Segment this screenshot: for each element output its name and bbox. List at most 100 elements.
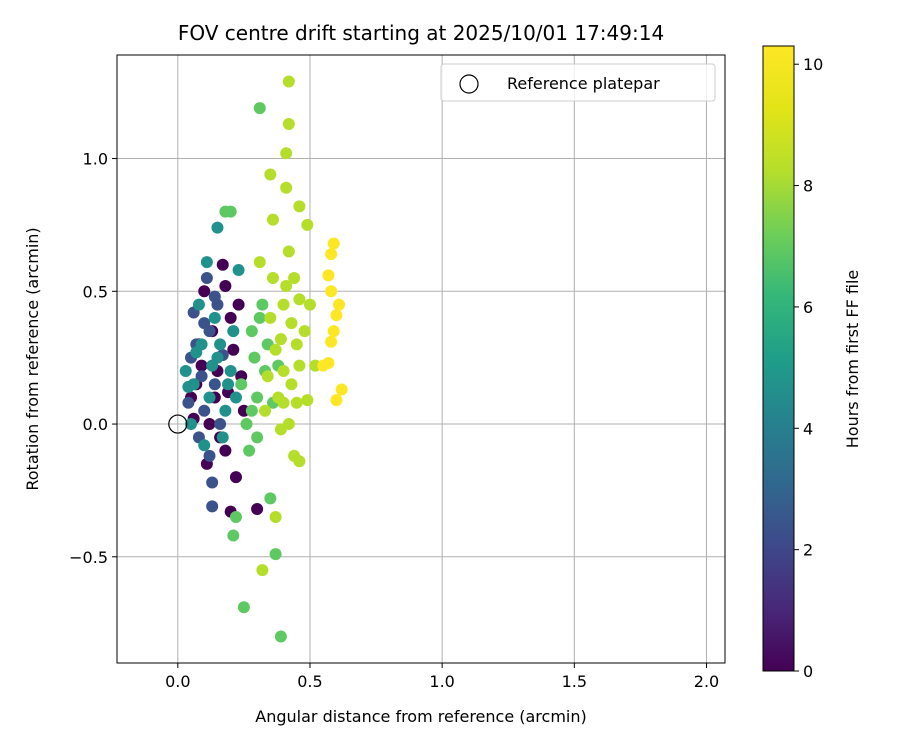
grid bbox=[117, 55, 725, 663]
x-axis-label: Angular distance from reference (arcmin) bbox=[255, 707, 586, 726]
x-tick-label: 2.0 bbox=[694, 672, 719, 691]
data-point bbox=[253, 256, 266, 269]
data-point bbox=[190, 346, 203, 359]
data-point bbox=[282, 75, 295, 88]
data-point bbox=[243, 444, 256, 457]
data-point bbox=[224, 311, 237, 324]
data-point bbox=[216, 431, 229, 444]
data-point bbox=[280, 181, 293, 194]
data-point bbox=[282, 118, 295, 131]
data-point bbox=[232, 298, 245, 311]
data-point bbox=[285, 378, 298, 391]
data-point bbox=[208, 311, 221, 324]
data-point bbox=[185, 418, 198, 431]
data-point bbox=[200, 272, 213, 285]
legend-label: Reference platepar bbox=[507, 74, 660, 93]
data-point bbox=[288, 272, 301, 285]
data-point bbox=[214, 338, 227, 351]
legend-marker bbox=[459, 74, 479, 94]
data-point bbox=[285, 317, 298, 330]
data-point bbox=[203, 391, 216, 404]
data-points bbox=[168, 75, 348, 643]
data-point bbox=[335, 383, 348, 396]
data-point bbox=[248, 351, 261, 364]
colorbar-tick-label: 8 bbox=[803, 177, 813, 196]
x-tick-label: 0.5 bbox=[297, 672, 322, 691]
data-point bbox=[280, 279, 293, 292]
data-point bbox=[245, 325, 258, 338]
colorbar-gradient bbox=[762, 45, 795, 672]
colorbar-ticks: 0 2 4 6 8 10 bbox=[794, 55, 823, 681]
data-point bbox=[232, 264, 245, 277]
colorbar-tick-label: 0 bbox=[803, 662, 813, 681]
data-point bbox=[290, 396, 303, 409]
legend-box bbox=[440, 63, 716, 102]
data-point bbox=[256, 298, 269, 311]
data-point bbox=[229, 391, 242, 404]
colorbar-label: Hours from first FF file bbox=[843, 270, 862, 449]
data-point bbox=[303, 298, 316, 311]
data-point bbox=[251, 391, 264, 404]
data-point bbox=[269, 343, 282, 356]
colorbar-tick-label: 10 bbox=[803, 55, 823, 74]
data-point bbox=[216, 258, 229, 271]
data-point bbox=[237, 601, 250, 614]
data-point bbox=[208, 378, 221, 391]
data-point bbox=[327, 325, 340, 338]
y-axis-ticks: −0.5 0.0 0.5 1.0 bbox=[69, 150, 117, 567]
data-point bbox=[325, 248, 338, 261]
data-point bbox=[325, 335, 338, 348]
data-point bbox=[256, 564, 269, 577]
data-point bbox=[179, 364, 192, 377]
data-point bbox=[211, 221, 224, 234]
data-point bbox=[192, 298, 205, 311]
data-point bbox=[266, 213, 279, 226]
data-point bbox=[264, 492, 277, 505]
data-point bbox=[277, 298, 290, 311]
data-point bbox=[293, 293, 306, 306]
plot-frame bbox=[116, 54, 726, 664]
data-point bbox=[208, 290, 221, 303]
data-point bbox=[301, 394, 314, 407]
data-point bbox=[325, 285, 338, 298]
data-point bbox=[274, 630, 287, 643]
y-tick-label: 1.0 bbox=[83, 150, 108, 169]
colorbar-tick-label: 6 bbox=[803, 298, 813, 317]
data-point bbox=[219, 279, 232, 292]
data-point bbox=[264, 311, 277, 324]
data-point bbox=[293, 455, 306, 468]
colorbar: 0 2 4 6 8 10 Hours from first FF file bbox=[762, 45, 862, 681]
data-point bbox=[219, 404, 232, 417]
data-point bbox=[253, 102, 266, 115]
y-axis-label: Rotation from reference (arcmin) bbox=[23, 227, 42, 490]
data-point bbox=[293, 200, 306, 213]
data-point bbox=[322, 269, 335, 282]
data-point bbox=[222, 378, 235, 391]
data-point bbox=[224, 364, 237, 377]
data-point bbox=[253, 311, 266, 324]
y-tick-label: 0.5 bbox=[83, 282, 108, 301]
data-point bbox=[327, 237, 340, 250]
data-point bbox=[277, 396, 290, 409]
chart-title: FOV centre drift starting at 2025/10/01 … bbox=[178, 21, 664, 45]
x-tick-label: 1.0 bbox=[429, 672, 454, 691]
data-point bbox=[333, 298, 346, 311]
x-tick-label: 1.5 bbox=[562, 672, 587, 691]
data-point bbox=[330, 309, 343, 322]
data-point bbox=[269, 548, 282, 561]
data-point bbox=[219, 444, 232, 457]
colorbar-tick-label: 2 bbox=[803, 541, 813, 560]
data-point bbox=[206, 476, 219, 489]
data-point bbox=[251, 503, 264, 516]
data-point bbox=[330, 394, 343, 407]
data-point bbox=[266, 272, 279, 285]
data-point bbox=[195, 359, 208, 372]
colorbar-tick-label: 4 bbox=[803, 419, 813, 438]
x-tick-label: 0.0 bbox=[165, 672, 190, 691]
data-point bbox=[269, 510, 282, 523]
data-point bbox=[200, 256, 213, 269]
data-point bbox=[198, 317, 211, 330]
data-point bbox=[301, 218, 314, 231]
data-point bbox=[240, 418, 253, 431]
